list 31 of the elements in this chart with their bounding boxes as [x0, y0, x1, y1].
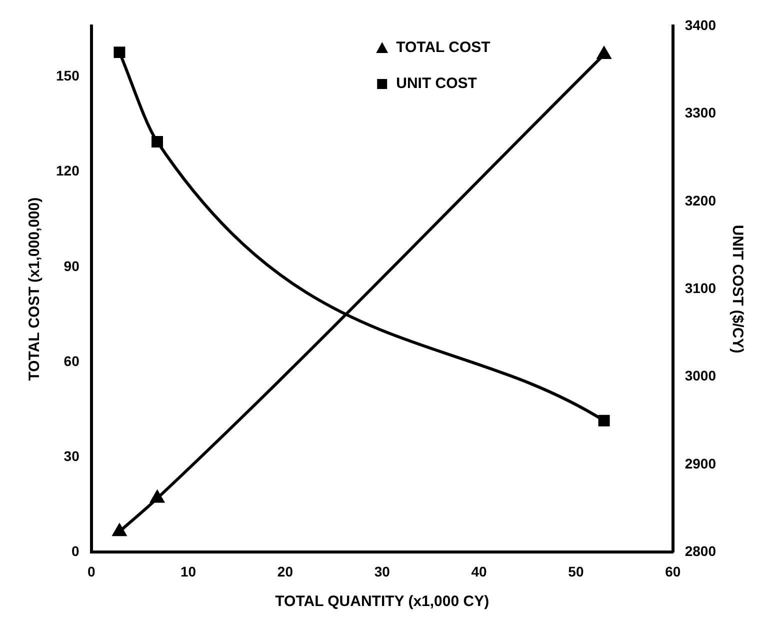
y-tick-label: 90 [64, 258, 80, 274]
y2-tick-label: 2800 [684, 543, 716, 560]
y2-tick-label: 3000 [684, 368, 716, 384]
legend-label: TOTAL COST [396, 39, 490, 56]
point [114, 46, 126, 58]
y2-tick-label: 3400 [684, 16, 716, 33]
y-axis-title: TOTAL COST (x1,000,000) [26, 197, 44, 381]
x-tick-label: 40 [471, 563, 488, 580]
x-tick-label: 30 [374, 563, 390, 580]
point [598, 414, 610, 426]
point [112, 524, 126, 536]
y-tick-label: 0 [72, 543, 80, 560]
y-tick-label: 120 [56, 162, 80, 179]
point [150, 490, 164, 503]
y2-axis-title: UNIT COST ($/CY) [728, 224, 746, 354]
point [597, 47, 611, 60]
y2-tick-label: 2900 [684, 455, 716, 472]
y2-tick-label: 3100 [684, 280, 716, 296]
x-tick-label: 0 [87, 563, 96, 580]
x-tick-label: 20 [277, 563, 294, 580]
x-tick-label: 10 [180, 563, 196, 580]
x-tick-label: 60 [665, 563, 681, 580]
x-tick-label: 50 [568, 563, 584, 580]
point [152, 136, 164, 148]
y2-tick-label: 3200 [684, 192, 716, 208]
legend-label: UNIT COST [396, 75, 477, 92]
y-tick-label: 30 [64, 448, 80, 464]
y-tick-label: 150 [56, 68, 80, 84]
y-tick-label: 60 [64, 352, 80, 369]
y2-tick-label: 3300 [684, 104, 716, 121]
x-axis-title: TOTAL QUANTITY (x1,000 CY) [275, 593, 490, 610]
